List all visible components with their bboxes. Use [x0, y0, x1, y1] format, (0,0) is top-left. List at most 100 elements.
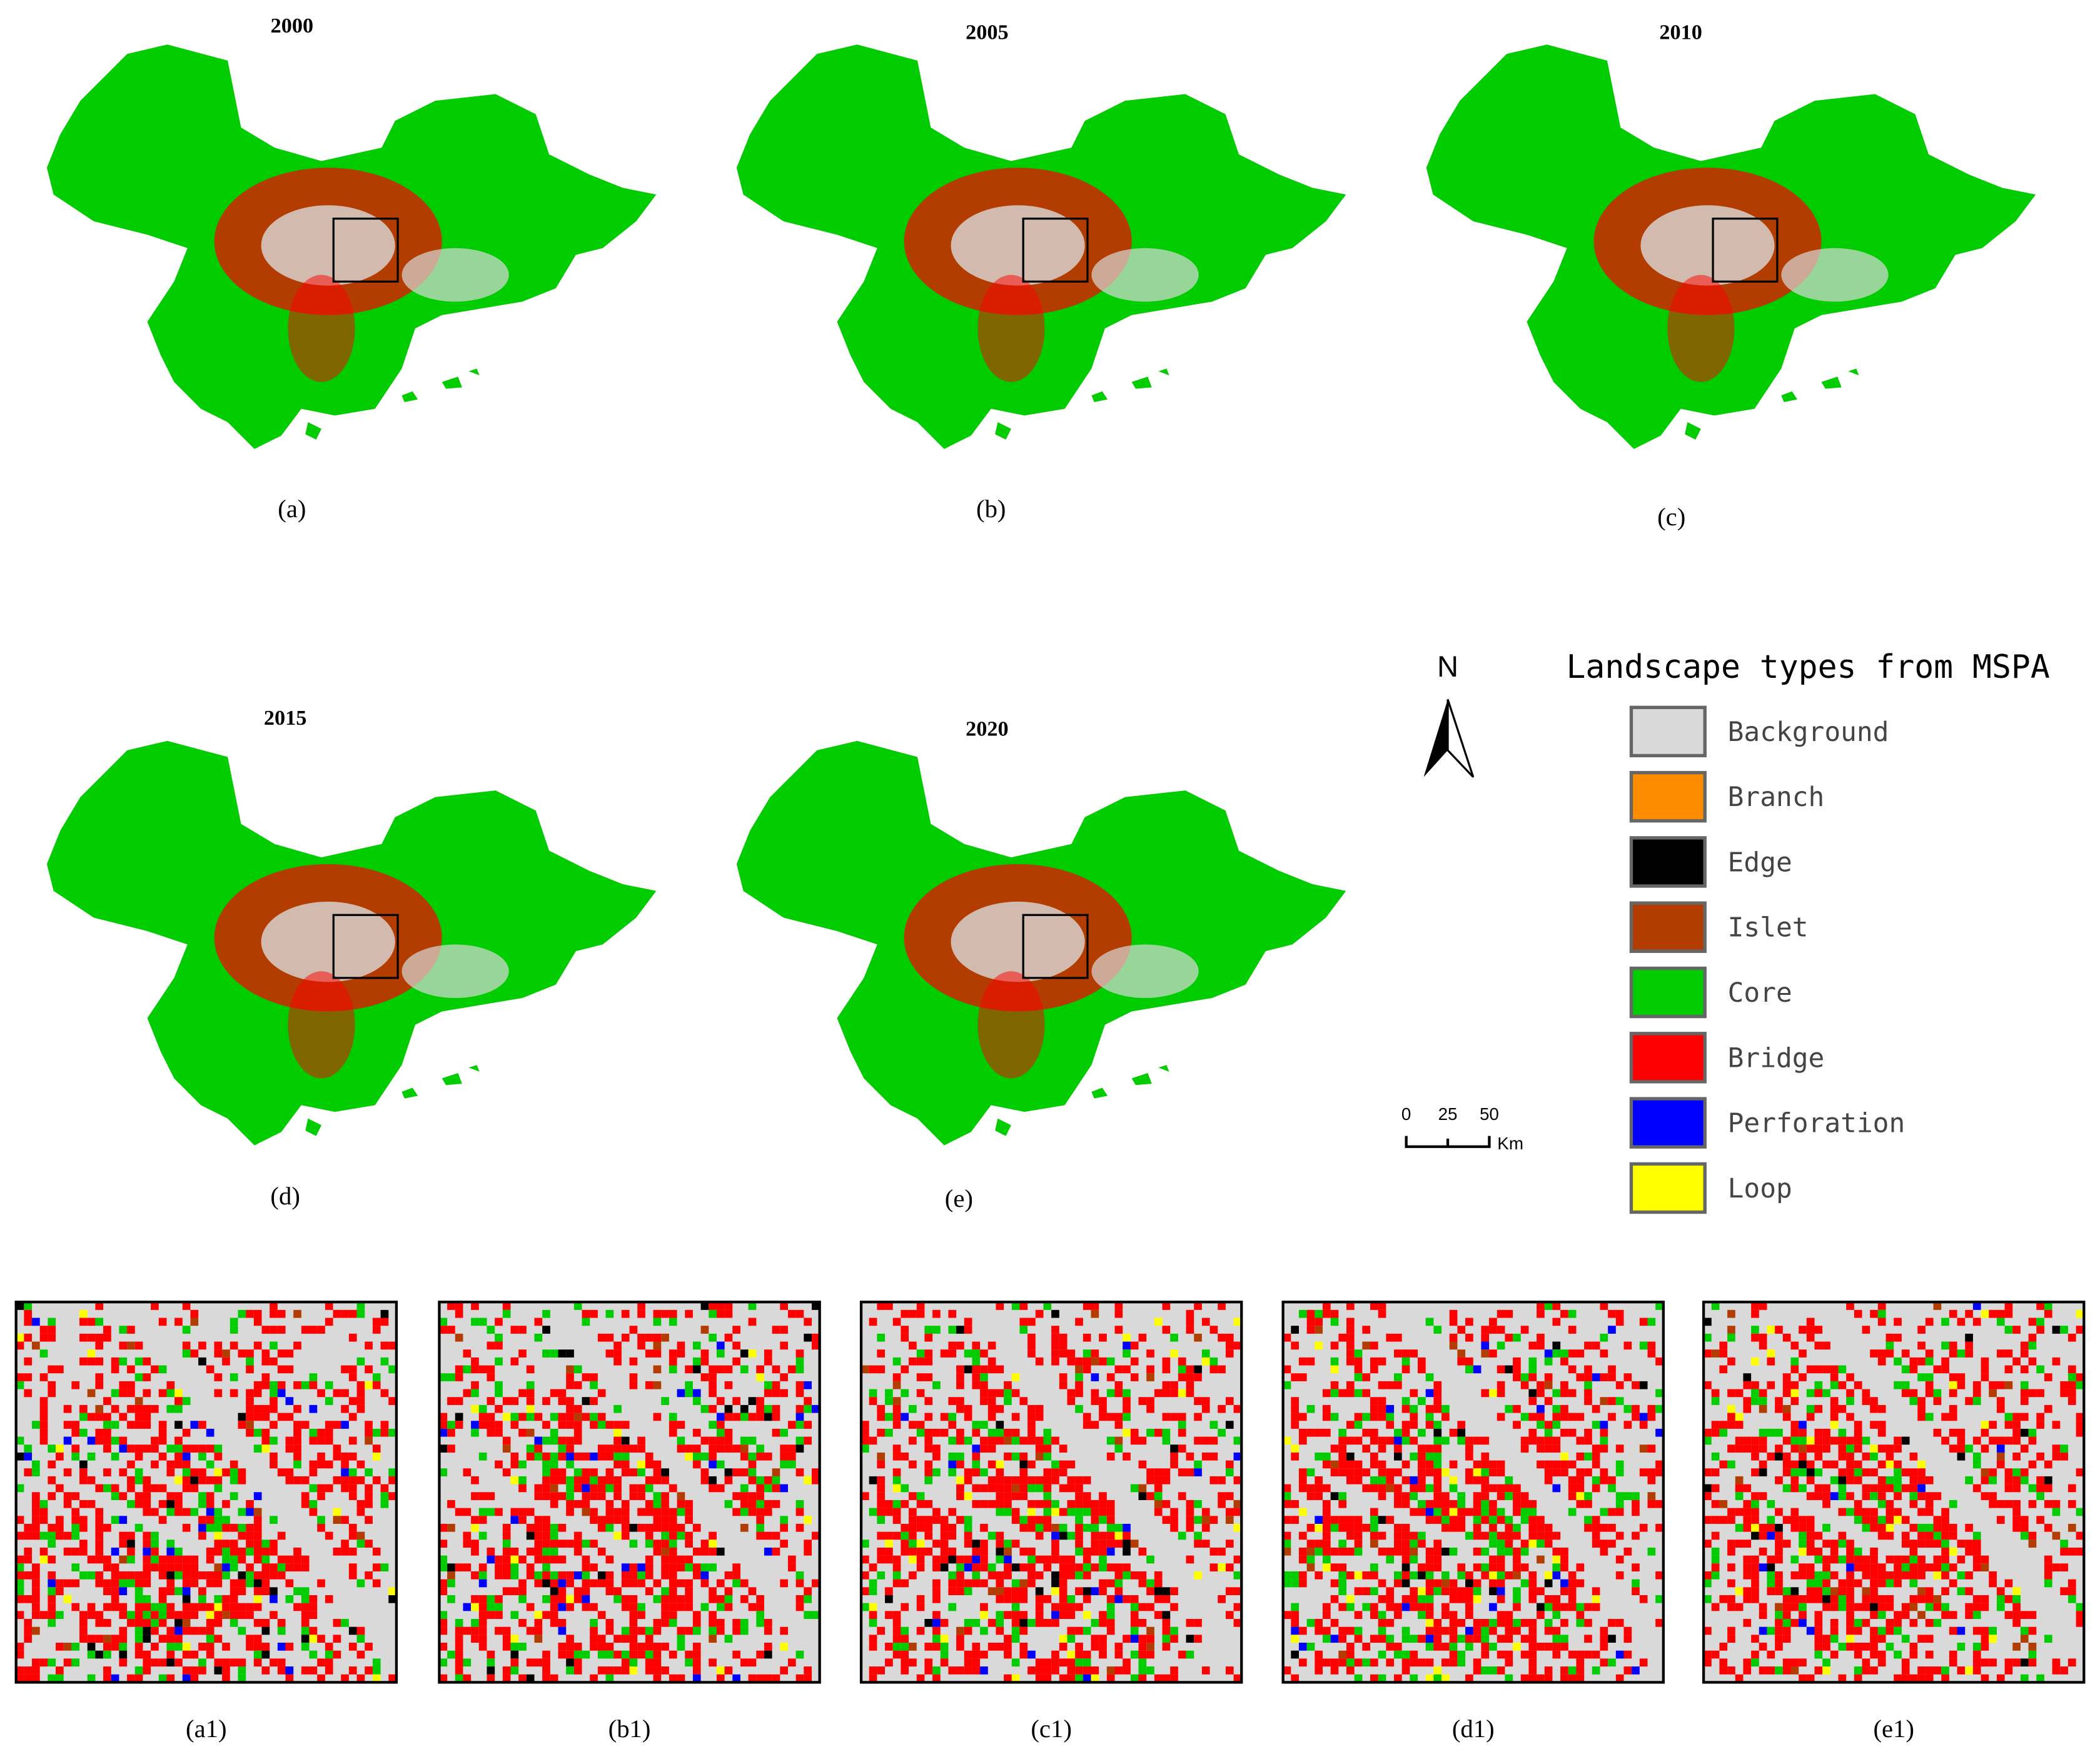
pixel: [661, 1595, 669, 1603]
pixel: [1075, 1603, 1083, 1611]
pixel: [1473, 1658, 1482, 1667]
pixel: [151, 1444, 159, 1453]
pixel: [1704, 1650, 1712, 1659]
pixel: [1647, 1341, 1656, 1350]
pixel: [2004, 1476, 2013, 1484]
pixel: [1513, 1571, 1521, 1580]
pixel: [495, 1626, 503, 1635]
pixel: [2044, 1523, 2052, 1532]
pixel: [1759, 1626, 1767, 1635]
pixel: [2060, 1326, 2068, 1334]
pixel: [637, 1643, 645, 1651]
pixel: [740, 1626, 749, 1635]
pixel: [1743, 1595, 1752, 1603]
pixel: [1194, 1413, 1202, 1421]
pixel: [24, 1373, 33, 1381]
pixel: [987, 1643, 996, 1651]
pixel: [629, 1492, 638, 1500]
pixel: [1965, 1309, 1973, 1318]
pixel: [1957, 1349, 1966, 1358]
pixel: [996, 1555, 1004, 1564]
pixel: [2012, 1587, 2021, 1596]
pixel: [700, 1404, 709, 1413]
pixel: [1933, 1595, 1942, 1603]
pixel: [71, 1492, 80, 1500]
pixel: [1513, 1643, 1521, 1651]
pixel: [1449, 1650, 1458, 1659]
pixel: [1441, 1404, 1450, 1413]
pixel: [1862, 1484, 1870, 1493]
pixel: [1775, 1571, 1783, 1580]
pixel: [1854, 1476, 1862, 1484]
pixel: [1972, 1460, 1981, 1469]
pixel: [980, 1373, 988, 1381]
pixel: [1909, 1547, 1918, 1556]
pixel: [1822, 1666, 1830, 1675]
pixel: [471, 1389, 479, 1398]
pixel: [2028, 1341, 2037, 1350]
pixel: [629, 1619, 638, 1627]
pixel: [645, 1540, 654, 1548]
pixel: [301, 1326, 310, 1334]
pixel: [1513, 1333, 1521, 1342]
pixel: [1822, 1563, 1830, 1571]
pixel: [1885, 1619, 1894, 1627]
pixel: [1449, 1508, 1458, 1516]
pixel: [1933, 1523, 1942, 1532]
pixel: [502, 1587, 511, 1596]
pixel: [285, 1468, 294, 1476]
pixel: [573, 1666, 582, 1675]
pixel: [2036, 1674, 2044, 1683]
pixel: [1425, 1404, 1434, 1413]
pixel: [2020, 1428, 2029, 1437]
pixel: [1600, 1373, 1608, 1381]
pixel: [143, 1619, 151, 1627]
pixel: [1291, 1452, 1299, 1461]
detail-frame: [1281, 1301, 1665, 1684]
pixel: [677, 1531, 685, 1540]
pixel: [1846, 1587, 1854, 1596]
pixel: [495, 1555, 503, 1564]
pixel: [1560, 1635, 1568, 1643]
pixel: [1298, 1468, 1307, 1476]
pixel: [1178, 1373, 1186, 1381]
pixel: [1075, 1484, 1083, 1493]
pixel: [1051, 1579, 1059, 1588]
pixel: [1528, 1650, 1537, 1659]
pixel: [463, 1531, 472, 1540]
pixel: [1099, 1587, 1107, 1596]
pixel: [1067, 1555, 1076, 1564]
pixel: [1704, 1318, 1712, 1326]
pixel: [1552, 1635, 1561, 1643]
pixel: [1799, 1444, 1807, 1453]
pixel: [709, 1547, 717, 1556]
pixel: [1146, 1603, 1154, 1611]
pixel: [341, 1404, 349, 1413]
pixel: [909, 1492, 917, 1500]
pixel: [1186, 1508, 1194, 1516]
pixel: [948, 1579, 957, 1588]
pixel: [1330, 1666, 1339, 1675]
pixel: [1209, 1357, 1218, 1366]
pixel: [629, 1373, 638, 1381]
pixel: [1401, 1555, 1410, 1564]
pixel: [542, 1476, 550, 1484]
pixel: [1027, 1523, 1036, 1532]
pixel: [653, 1540, 662, 1548]
pixel: [932, 1309, 941, 1318]
pixel: [2044, 1373, 2052, 1381]
pixel: [1370, 1508, 1378, 1516]
pixel: [901, 1309, 909, 1318]
pixel: [892, 1381, 901, 1389]
pixel: [2012, 1643, 2021, 1651]
pixel: [582, 1397, 590, 1405]
pixel: [1957, 1444, 1966, 1453]
pixel: [1378, 1635, 1386, 1643]
north-label: N: [1437, 650, 1458, 683]
pixel: [1138, 1436, 1147, 1445]
pixel: [309, 1595, 318, 1603]
pixel: [1067, 1666, 1076, 1675]
pixel: [677, 1492, 685, 1500]
pixel: [487, 1674, 495, 1683]
pixel: [158, 1499, 167, 1508]
